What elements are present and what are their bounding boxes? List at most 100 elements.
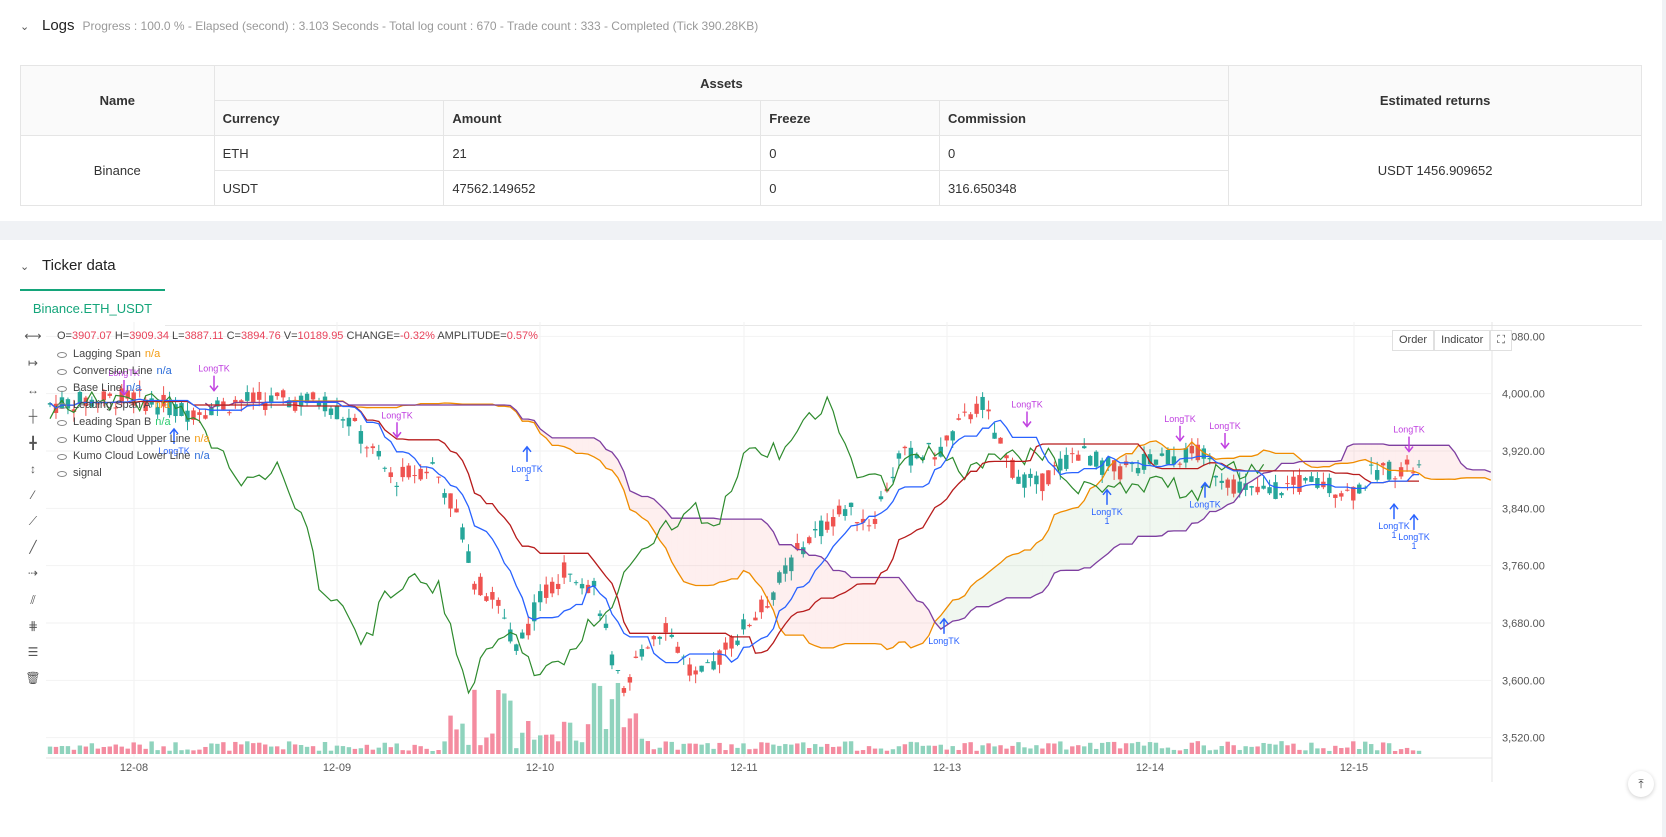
trash-icon[interactable]: 🗑 bbox=[25, 671, 41, 685]
extended-line-icon[interactable]: ↔ bbox=[27, 383, 39, 397]
kumo-cloud bbox=[1293, 453, 1300, 464]
trend-line-icon[interactable]: ⁄ bbox=[31, 488, 34, 502]
signal-sub-label: 1 bbox=[524, 473, 529, 483]
candle bbox=[155, 406, 160, 415]
ray-icon[interactable]: ⟋ bbox=[28, 514, 38, 528]
vertical-line-icon[interactable]: ┼ bbox=[28, 409, 38, 423]
volume-bar bbox=[1016, 742, 1021, 754]
price-label-icon[interactable]: ⇢ bbox=[27, 566, 39, 580]
col-assets: Assets bbox=[213, 65, 1230, 101]
legend-kumo-lower[interactable]: Kumo Cloud Lower Line n/a bbox=[57, 448, 210, 465]
kumo-cloud bbox=[1466, 468, 1473, 478]
volume-bar bbox=[490, 733, 495, 754]
ticker-header[interactable]: ⌄ Ticker data bbox=[20, 257, 116, 274]
candle bbox=[1052, 465, 1057, 467]
candle bbox=[1004, 455, 1009, 459]
candle bbox=[143, 399, 148, 412]
volume-bar bbox=[77, 745, 83, 754]
fullscreen-icon[interactable]: ⛶ bbox=[1490, 330, 1512, 351]
volume-bar bbox=[131, 742, 136, 754]
candle bbox=[896, 453, 902, 459]
volume-bar bbox=[215, 743, 220, 754]
volume-bar bbox=[573, 740, 579, 754]
kumo-cloud bbox=[1078, 500, 1085, 571]
kumo-cloud bbox=[827, 561, 834, 648]
volume-bar bbox=[1147, 742, 1153, 754]
candle bbox=[532, 602, 537, 622]
kumo-cloud bbox=[1132, 445, 1139, 545]
volume-bar bbox=[621, 727, 627, 754]
legend-kumo-upper[interactable]: Kumo Cloud Upper Line n/a bbox=[57, 431, 210, 448]
volume-bar bbox=[657, 747, 662, 754]
legend-lagging-span[interactable]: Lagging Span n/a bbox=[57, 346, 210, 363]
kumo-cloud bbox=[898, 577, 905, 643]
horizontal-line-icon[interactable]: ⟷ bbox=[24, 329, 42, 343]
volume-bar bbox=[245, 741, 250, 754]
legend-conversion-line[interactable]: Conversion Line n/a bbox=[57, 363, 210, 380]
chart-area[interactable]: ⟷ ↦ ↔ ┼ ╋ ↕ ⁄ ⟋ ╱ ⇢ ⫽ ⋕ ☰ 🗑 4,080.00 4,00… bbox=[20, 322, 1662, 837]
exchange-cell: Binance bbox=[20, 135, 215, 206]
volume-bar bbox=[191, 750, 196, 754]
tab-binance-eth-usdt[interactable]: Binance.ETH_USDT bbox=[20, 289, 165, 326]
legend-signal[interactable]: signal bbox=[57, 465, 210, 482]
volume-bar bbox=[807, 748, 812, 754]
collapse-caret-icon[interactable]: ⌄ bbox=[20, 261, 30, 273]
candle bbox=[717, 650, 722, 665]
candle bbox=[777, 572, 782, 583]
kumo-cloud bbox=[629, 490, 636, 513]
signal-arrowhead bbox=[1389, 502, 1399, 510]
freeze-cell: 0 bbox=[760, 135, 940, 171]
candle bbox=[310, 392, 316, 400]
volume-bar bbox=[561, 721, 567, 754]
candle bbox=[263, 402, 268, 410]
vertical-segment-icon[interactable]: ↕ bbox=[30, 462, 36, 476]
signal-arrowhead bbox=[169, 427, 179, 435]
candle bbox=[209, 407, 214, 416]
collapse-caret-icon[interactable]: ⌄ bbox=[20, 21, 30, 33]
kumo-cloud bbox=[1353, 444, 1360, 463]
logs-panel: ⌄ Logs Progress : 100.0 % - Elapsed (sec… bbox=[0, 0, 1662, 221]
cross-line-icon[interactable]: ╋ bbox=[29, 436, 37, 450]
candle bbox=[1105, 457, 1111, 467]
col-freeze: Freeze bbox=[760, 100, 940, 136]
kumo-cloud bbox=[1472, 469, 1479, 478]
indicator-button[interactable]: Indicator bbox=[1434, 330, 1491, 351]
logs-header[interactable]: ⌄ Logs Progress : 100.0 % - Elapsed (sec… bbox=[20, 17, 758, 34]
col-returns: Estimated returns bbox=[1228, 65, 1642, 136]
candle bbox=[866, 525, 872, 527]
order-button[interactable]: Order bbox=[1391, 330, 1435, 351]
volume-bar bbox=[1088, 742, 1093, 754]
kumo-cloud bbox=[970, 581, 977, 611]
candlestick-chart[interactable]: 4,080.00 4,000.00 3,920.00 3,840.00 3,760.00… bbox=[20, 322, 1642, 837]
kumo-cloud bbox=[1239, 456, 1246, 495]
signal-label: LongTK bbox=[928, 636, 960, 646]
kumo-cloud bbox=[952, 599, 959, 622]
kumo-cloud bbox=[958, 595, 965, 621]
volume-bar bbox=[1201, 745, 1207, 754]
kumo-cloud bbox=[809, 555, 816, 646]
candle bbox=[998, 437, 1003, 444]
volume-bar bbox=[848, 741, 854, 754]
fib-levels-icon[interactable]: ☰ bbox=[27, 645, 39, 659]
volume-bar bbox=[1105, 742, 1111, 754]
candle bbox=[836, 505, 842, 515]
legend-base-line[interactable]: Base Line n/a bbox=[57, 380, 210, 397]
volume-bar bbox=[1195, 741, 1201, 754]
kumo-cloud bbox=[785, 544, 792, 636]
candle bbox=[1261, 485, 1266, 489]
candle bbox=[436, 476, 441, 478]
parallel-channel-icon[interactable]: ⫽ bbox=[30, 593, 36, 607]
volume-bar bbox=[370, 749, 376, 754]
kumo-cloud bbox=[1120, 453, 1127, 545]
volume-bar bbox=[1117, 748, 1123, 754]
fib-icon[interactable]: ⋕ bbox=[27, 619, 39, 633]
candle bbox=[1219, 480, 1224, 483]
segment-icon[interactable]: ╱ bbox=[29, 540, 37, 554]
kumo-cloud bbox=[1126, 453, 1133, 545]
kumo-cloud bbox=[875, 577, 881, 645]
scroll-top-icon[interactable]: ⤒ bbox=[1628, 771, 1654, 797]
horizontal-ray-icon[interactable]: ↦ bbox=[27, 356, 39, 370]
candle bbox=[418, 468, 423, 480]
